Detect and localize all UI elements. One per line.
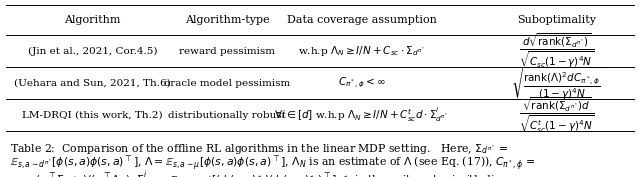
Text: w.h.p $\Lambda_N \geq I/N + C_{sc} \cdot \Sigma_{d^{\pi^*}}$: w.h.p $\Lambda_N \geq I/N + C_{sc} \cdot…	[298, 44, 425, 58]
Text: (Uehara and Sun, 2021, Th.6): (Uehara and Sun, 2021, Th.6)	[15, 79, 171, 88]
Text: Algorithm-type: Algorithm-type	[185, 15, 269, 25]
Text: LM-DRQI (this work, Th.2): LM-DRQI (this work, Th.2)	[22, 111, 163, 119]
Text: $\dfrac{\sqrt{\mathrm{rank}(\Sigma_{d^{\pi^*}}) d}}{\sqrt{C_{sc}^t(1-\gamma)^4 N: $\dfrac{\sqrt{\mathrm{rank}(\Sigma_{d^{\…	[519, 95, 595, 135]
Text: $C_{\pi^*,\phi} < \infty$: $C_{\pi^*,\phi} < \infty$	[338, 76, 385, 90]
Text: Table 2:  Comparison of the offline RL algorithms in the linear MDP setting.   H: Table 2: Comparison of the offline RL al…	[10, 142, 508, 156]
Text: Algorithm: Algorithm	[65, 15, 121, 25]
Text: $\forall i \in [d]$ w.h.p $\Lambda_N \geq I/N + C_{sc}^t d \cdot \Sigma^i_{d^{\p: $\forall i \in [d]$ w.h.p $\Lambda_N \ge…	[275, 106, 449, 124]
Text: $\max_{x\in\mathbb{R}^d}\,(x^\top \Sigma_{d^{\pi^*}} x)/(x^\top \Lambda x)$, $\S: $\max_{x\in\mathbb{R}^d}\,(x^\top \Sigma…	[10, 168, 499, 177]
Text: $\sqrt{\dfrac{\mathrm{rank}(\Lambda)^2 d C_{\pi^*,\phi}}{(1-\gamma)^4 N}}$: $\sqrt{\dfrac{\mathrm{rank}(\Lambda)^2 d…	[511, 65, 603, 102]
Text: $\dfrac{d\sqrt{\mathrm{rank}(\Sigma_{d^{\pi^*}})}}{\sqrt{C_{sc}(1-\gamma)^4 N}}$: $\dfrac{d\sqrt{\mathrm{rank}(\Sigma_{d^{…	[519, 32, 595, 70]
Text: reward pessimism: reward pessimism	[179, 47, 275, 56]
Text: $\mathbb{E}_{s,a\sim d^{\pi^*}}[\phi(s,a)\phi(s,a)^\top]$, $\Lambda = \mathbb{E}: $\mathbb{E}_{s,a\sim d^{\pi^*}}[\phi(s,a…	[10, 155, 535, 173]
Text: Data coverage assumption: Data coverage assumption	[287, 15, 436, 25]
Text: Suboptimality: Suboptimality	[517, 15, 596, 25]
Text: oracle model pessimism: oracle model pessimism	[164, 79, 291, 88]
Text: (Jin et al., 2021, Cor.4.5): (Jin et al., 2021, Cor.4.5)	[28, 47, 157, 56]
Text: distributionally robust: distributionally robust	[168, 111, 286, 119]
